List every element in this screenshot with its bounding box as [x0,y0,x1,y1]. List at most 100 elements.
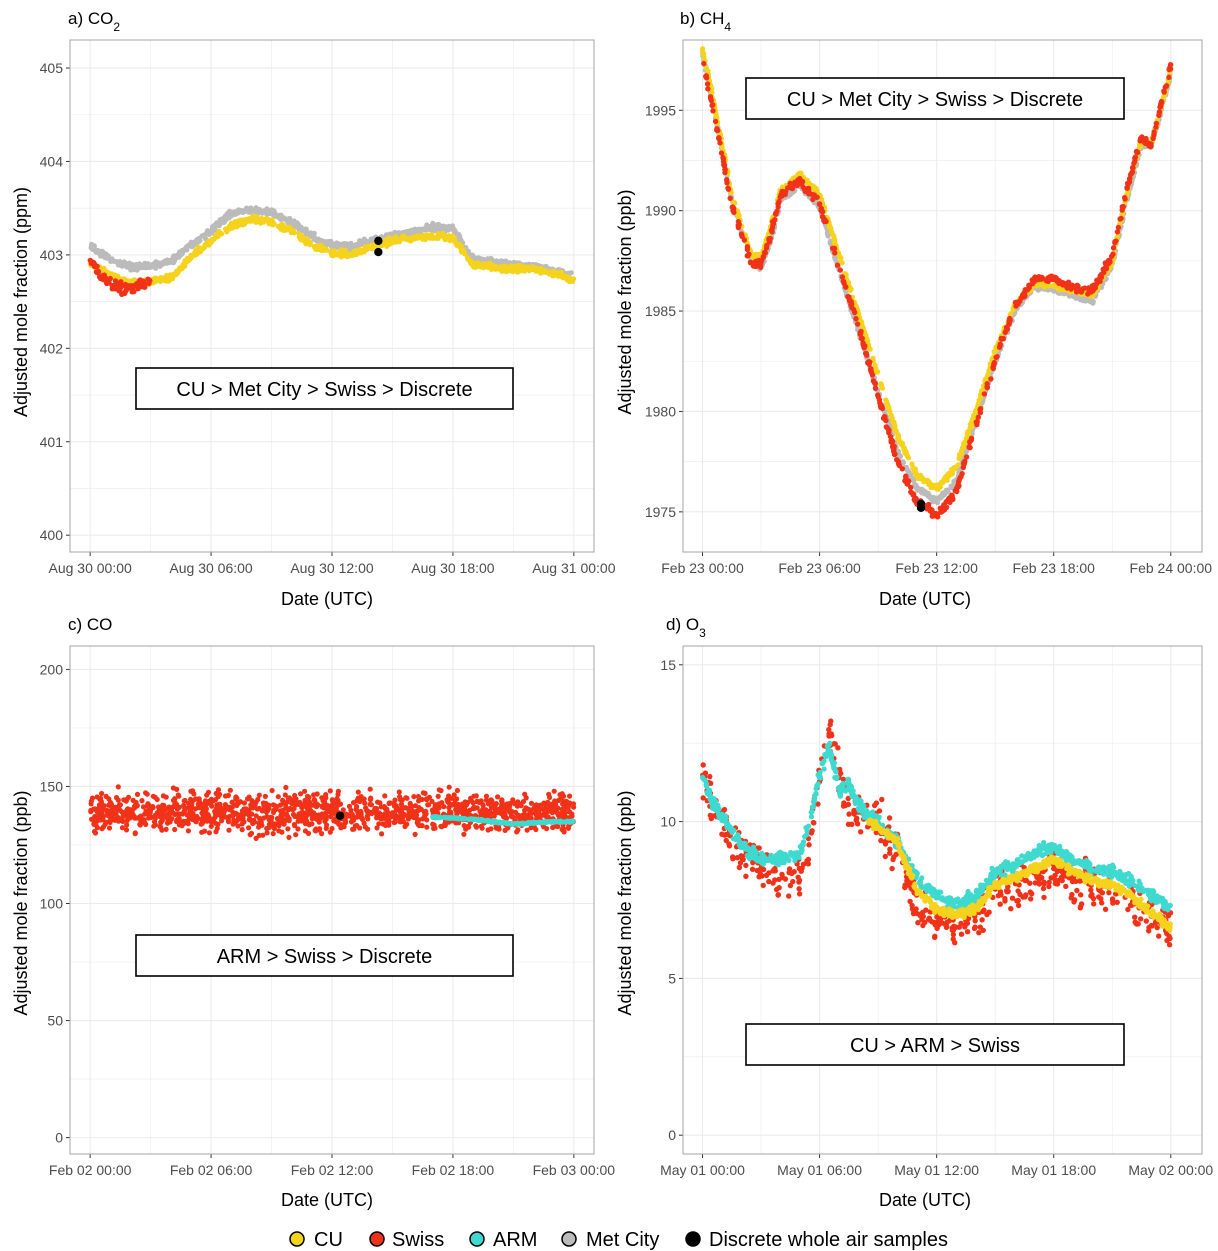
panel-b-series-cu-point [890,416,895,421]
panel-a-series-cu-point [566,275,571,280]
panel-a-y-tick-label: 401 [40,434,64,450]
panel-c-series-swiss-point [528,825,533,830]
panel-c-x-tick-label: Feb 02 18:00 [412,1162,495,1178]
panel-b-series-swiss-point [822,219,827,224]
panel-a-x-tick-label: Aug 30 12:00 [290,560,374,576]
panel-c-y-tick-label: 50 [47,1013,63,1029]
panel-a-series-cu-point [441,234,446,239]
panel-b-series-swiss-point [1115,229,1120,234]
panel-b-series-swiss-point [935,514,940,519]
panel-a-series-metcity-point [219,220,224,225]
panel-b-series-swiss-point [862,345,867,350]
panel-b-series-swiss-point [1122,196,1127,201]
panel-b-series-swiss-point [900,466,905,471]
panel-c-series-swiss-point [89,801,94,806]
panel-b-x-tick-label: Feb 23 12:00 [895,560,978,576]
panel-b-series-swiss-point [701,61,706,66]
panel-a-series-cu-point [313,245,318,250]
panel-b-series-cu-point [962,440,967,445]
panel-b-series-swiss-point [1132,156,1137,161]
panel-b-series-swiss-point [1153,124,1158,129]
panel-a-series-cu-point [469,259,474,264]
panel-c-series-swiss-point [293,832,298,837]
panel-a-series-cu-point [342,253,347,258]
panel-b-series-swiss-point [1060,282,1065,287]
panel-c-series-swiss-point [172,801,177,806]
panel-b-series-swiss-point [954,487,959,492]
panel-c-series-swiss-point [285,826,290,831]
panel-b-series-swiss-point [1074,289,1079,294]
panel-a-series-metcity-point [284,218,289,223]
panel-c-series-swiss-point [567,794,572,799]
panel-a-series-cu-point [269,220,274,225]
panel-a-x-tick-label: Aug 30 00:00 [49,560,133,576]
panel-c-series-swiss-point [566,826,571,831]
panel-a-x-tick-label: Aug 30 06:00 [169,560,253,576]
panel-b-series-cu-point [900,443,905,448]
panel-c-series-swiss-point [201,810,206,815]
panel-a-series-cu-point [242,222,247,227]
panel-b-series-cu-point [902,448,907,453]
panel-a-series-cu-point [334,251,339,256]
panel-c-series-swiss-point [271,831,276,836]
panel-a-y-tick-label: 405 [40,60,64,76]
panel-b-series-swiss-point [860,340,865,345]
panel-b-series-swiss-point [730,204,735,209]
panel-a-series-swiss-point [90,260,95,265]
panel-a-series-cu-point [203,242,208,247]
panel-b-series-swiss-point [830,246,835,251]
panel-b-series-swiss-point [928,508,933,513]
panel-b-series-swiss-point [820,214,825,219]
panel-b-series-swiss-point [1006,321,1011,326]
panel-a-series-metcity-point [368,237,373,242]
panel-b-series-cu-point [840,260,845,265]
panel-b-series-swiss-point [745,253,750,258]
panel-a-series-metcity-point [129,262,134,267]
panel-a-series-cu-point [522,268,527,273]
panel-a-series-cu-point [512,264,517,269]
panel-b-series-swiss-point [772,217,777,222]
panel-b-series-swiss-point [961,461,966,466]
panel-a-series-cu-point [401,233,406,238]
discrete-sample-point [374,237,382,245]
panel-c-series-swiss-point [300,805,305,810]
panel-b-series-cu-point [873,363,878,368]
panel-a-series-cu-point [280,226,285,231]
panel-c-series-swiss-point [174,787,179,792]
panel-b-series-swiss-point [753,259,758,264]
panel-a-series-metcity-point [200,233,205,238]
panel-b-series-swiss-point [818,208,823,213]
panel-a-series-cu-point [435,231,440,236]
panel-b-series-swiss-point [838,267,843,272]
panel-c-series-swiss-point [207,830,212,835]
panel-b-series-swiss-point [959,471,964,476]
panel-a-series-cu-point [193,250,198,255]
panel-b-series-swiss-point [852,310,857,315]
panel-a-series-cu-point [229,221,234,226]
panel-a-series-metcity-point [271,208,276,213]
panel-a-series-metcity-point [151,262,156,267]
panel-b-series-cu-point [875,369,880,374]
panel-a-co2: a) CO2 Aug 30 00:00 Aug 30 06:00 Aug 30 12… [11,9,616,609]
panel-c-series-swiss-point [164,827,169,832]
panel-b-series-swiss-point [974,422,979,427]
panel-b-series-swiss-point [967,445,972,450]
panel-a-series-metcity-point [184,247,189,252]
panel-c-series-swiss-point [363,805,368,810]
panel-b-series-swiss-point [1110,252,1115,257]
panel-c-series-swiss-point [139,798,144,803]
panel-b-series-cu-point [700,49,705,54]
panel-a-series-cu-point [230,225,235,230]
panel-a-x-tick-label: Aug 31 00:00 [532,560,616,576]
panel-b-series-swiss-point [911,491,916,496]
panel-a-series-metcity-point [449,227,454,232]
panel-b-series-swiss-point [853,316,858,321]
panel-b-series-swiss-point [865,360,870,365]
panel-b-y-tick-label: 1995 [645,102,676,118]
panel-b-series-cu-point [849,287,854,292]
panel-b-series-swiss-point [797,176,802,181]
panel-c-series-swiss-point [303,828,308,833]
panel-a-series-swiss-point [135,283,140,288]
panel-b-series-swiss-point [705,81,710,86]
